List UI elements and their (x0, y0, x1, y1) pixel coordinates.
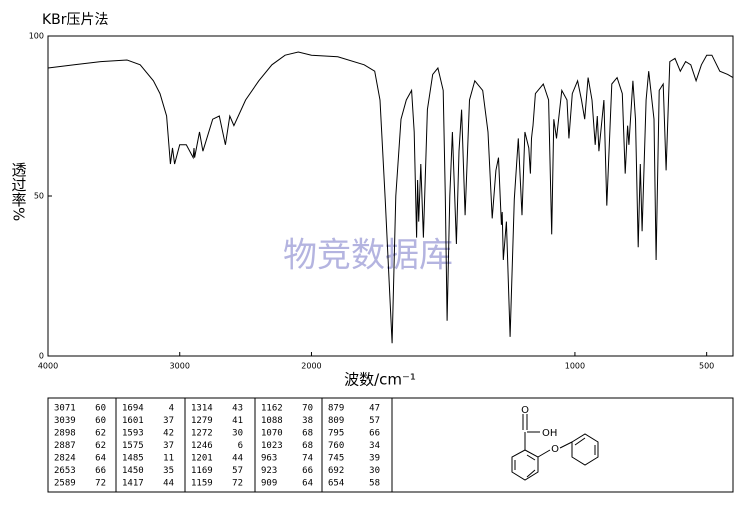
peak-wavenumber: 909 (261, 479, 277, 489)
peak-wavenumber: 809 (328, 416, 344, 426)
bond (526, 454, 536, 461)
peak-transmittance: 74 (302, 454, 313, 464)
peak-transmittance: 70 (302, 404, 313, 414)
peak-transmittance: 64 (302, 479, 313, 489)
watermark: 物竞数据库 (283, 236, 453, 276)
peak-transmittance: 66 (369, 429, 380, 439)
peak-transmittance: 44 (163, 479, 174, 489)
peak-transmittance: 6 (238, 441, 243, 451)
peak-wavenumber: 1162 (261, 404, 283, 414)
peak-wavenumber: 3071 (54, 404, 76, 414)
peak-transmittance: 37 (163, 441, 174, 451)
peak-wavenumber: 1601 (122, 416, 144, 426)
peak-transmittance: 57 (232, 466, 243, 476)
peak-transmittance: 35 (163, 466, 174, 476)
peak-wavenumber: 2898 (54, 429, 76, 439)
peak-wavenumber: 923 (261, 466, 277, 476)
peak-wavenumber: 3039 (54, 416, 76, 426)
peak-wavenumber: 1593 (122, 429, 144, 439)
x-tick-label: 4000 (38, 362, 58, 371)
peak-wavenumber: 654 (328, 479, 344, 489)
peak-transmittance: 42 (163, 429, 174, 439)
peak-wavenumber: 2824 (54, 454, 76, 464)
x-tick-label: 500 (699, 362, 714, 371)
peak-transmittance: 4 (169, 404, 174, 414)
peak-wavenumber: 1201 (191, 454, 213, 464)
peak-wavenumber: 760 (328, 441, 344, 451)
peak-transmittance: 41 (232, 416, 243, 426)
atom-label: OH (542, 428, 557, 439)
structure (511, 414, 599, 481)
peak-wavenumber: 745 (328, 454, 344, 464)
peak-transmittance: 34 (369, 441, 380, 451)
peak-transmittance: 47 (369, 404, 380, 414)
y-tick-label: 0 (39, 352, 44, 361)
peak-wavenumber: 2653 (54, 466, 76, 476)
peak-transmittance: 72 (95, 479, 106, 489)
peak-transmittance: 62 (95, 441, 106, 451)
peak-transmittance: 30 (369, 466, 380, 476)
peak-wavenumber: 2589 (54, 479, 76, 489)
peak-wavenumber: 1694 (122, 404, 144, 414)
y-axis-label: 透过率% (10, 162, 28, 221)
peak-wavenumber: 795 (328, 429, 344, 439)
table-frame (47, 397, 734, 493)
peak-wavenumber: 1169 (191, 466, 213, 476)
peak-transmittance: 44 (232, 454, 243, 464)
y-tick-label: 50 (34, 192, 44, 201)
peak-wavenumber: 1070 (261, 429, 283, 439)
x-tick-label: 2000 (301, 362, 321, 371)
peak-wavenumber: 2887 (54, 441, 76, 451)
peak-wavenumber: 879 (328, 404, 344, 414)
peak-wavenumber: 1575 (122, 441, 144, 451)
peak-transmittance: 37 (163, 416, 174, 426)
peak-transmittance: 43 (232, 404, 243, 414)
peak-wavenumber: 1279 (191, 416, 213, 426)
title: KBr压片法 (42, 12, 109, 28)
peak-wavenumber: 1088 (261, 416, 283, 426)
peak-wavenumber: 1159 (191, 479, 213, 489)
spectrum-line (47, 51, 734, 344)
peak-wavenumber: 1246 (191, 441, 213, 451)
y-tick-label: 100 (29, 32, 44, 41)
x-axis-label: 波数/cm⁻¹ (344, 371, 416, 389)
x-tick-label: 3000 (170, 362, 190, 371)
peak-transmittance: 38 (302, 416, 313, 426)
peak-transmittance: 58 (369, 479, 380, 489)
peak-transmittance: 68 (302, 429, 313, 439)
peak-wavenumber: 963 (261, 454, 277, 464)
peak-transmittance: 60 (95, 404, 106, 414)
peak-wavenumber: 1417 (122, 479, 144, 489)
peak-wavenumber: 1272 (191, 429, 213, 439)
bond (537, 449, 551, 458)
atom-label: O (521, 405, 529, 416)
peak-wavenumber: 1450 (122, 466, 144, 476)
bond (574, 437, 586, 446)
peak-wavenumber: 1485 (122, 454, 144, 464)
peak-transmittance: 72 (232, 479, 243, 489)
peak-transmittance: 39 (369, 454, 380, 464)
ring (511, 449, 539, 481)
peak-transmittance: 11 (163, 454, 174, 464)
x-tick-label: 1000 (565, 362, 585, 371)
peak-wavenumber: 1023 (261, 441, 283, 451)
peak-transmittance: 30 (232, 429, 243, 439)
peak-wavenumber: 692 (328, 466, 344, 476)
peak-wavenumber: 1314 (191, 404, 213, 414)
peak-transmittance: 66 (95, 466, 106, 476)
bond (559, 441, 573, 449)
peak-transmittance: 68 (302, 441, 313, 451)
peak-transmittance: 60 (95, 416, 106, 426)
peak-transmittance: 57 (369, 416, 380, 426)
atom-label: O (551, 444, 559, 455)
peak-transmittance: 62 (95, 429, 106, 439)
bond (526, 469, 536, 478)
peak-transmittance: 66 (302, 466, 313, 476)
ring (571, 433, 599, 466)
peak-transmittance: 64 (95, 454, 106, 464)
